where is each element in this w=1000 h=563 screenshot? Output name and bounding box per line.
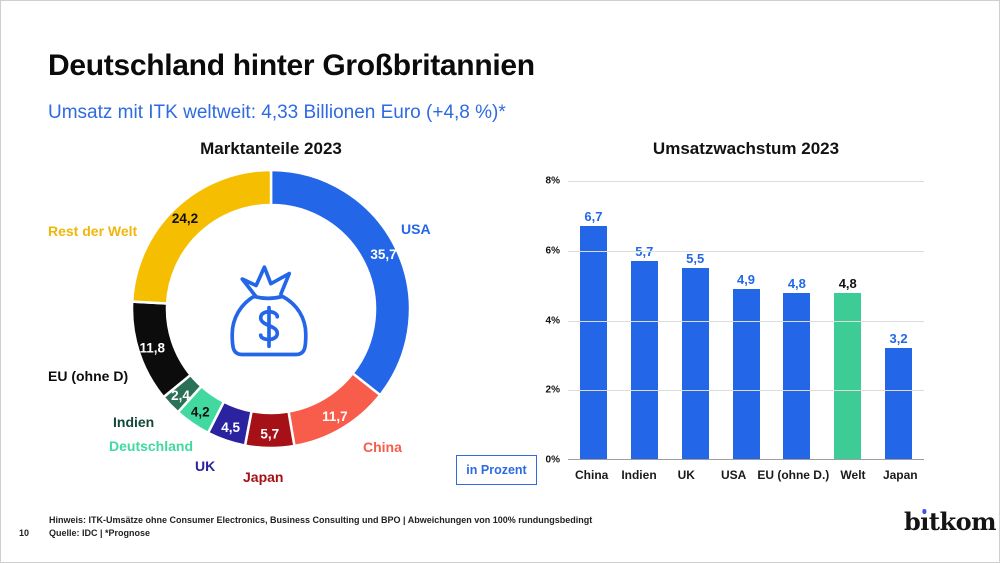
gridline xyxy=(568,320,924,322)
bar-category-label: EU (ohne D.) xyxy=(757,468,830,482)
bar-chart: 6,7 5,7 5,5 4,9 4,8 4,8 3,2 China Indien UK USA EU… xyxy=(546,176,924,482)
bar-japan xyxy=(885,348,913,460)
donut-value-label: 4,5 xyxy=(221,420,240,435)
bar-slot: 6,7 xyxy=(568,181,619,460)
donut-label-japan: Japan xyxy=(243,469,284,485)
bar-value-label: 4,8 xyxy=(787,275,806,291)
page-number: 10 xyxy=(19,528,30,538)
gridline xyxy=(568,390,924,392)
x-axis-line xyxy=(568,459,924,460)
donut-label-indien: Indien xyxy=(113,414,155,430)
unit-box: in Prozent xyxy=(456,455,537,485)
donut-label-uk: UK xyxy=(195,458,216,474)
footnote-quelle: Quelle: IDC | *Prognose xyxy=(49,528,151,538)
donut-value-label: 2,4 xyxy=(171,388,190,403)
donut-label-china: China xyxy=(363,439,402,455)
bar-chart-x-labels: China Indien UK USA EU (ohne D.) Welt Japan xyxy=(568,468,924,482)
bar-category-label: USA xyxy=(720,468,747,482)
bar-category-label: UK xyxy=(677,468,695,482)
donut-value-label: 24,2 xyxy=(172,211,198,226)
bar-welt xyxy=(834,292,862,460)
bar-category-label: China xyxy=(574,468,609,482)
bar-value-label: 4,8 xyxy=(838,275,857,291)
bar-eu-ohne-d- xyxy=(783,292,811,460)
y-tick-label: 6% xyxy=(545,245,560,257)
donut-segment-rest-der-welt xyxy=(131,169,273,305)
gridline xyxy=(568,250,924,252)
page-subtitle: Umsatz mit ITK weltweit: 4,33 Billionen … xyxy=(48,102,506,123)
bar-chart-title: Umsatzwachstum 2023 xyxy=(652,139,840,158)
page-title: Deutschland hinter Großbritannien xyxy=(48,49,535,82)
donut-label-usa: USA xyxy=(401,221,431,237)
donut-value-label: 35,7 xyxy=(370,247,396,262)
y-tick-label: 0% xyxy=(545,454,560,466)
bar-slot: 4,9 xyxy=(721,181,772,460)
bar-slot: 5,7 xyxy=(619,181,670,460)
bar-category-label: Indien xyxy=(621,468,657,482)
bar-slot: 3,2 xyxy=(873,181,924,460)
bar-value-label: 4,9 xyxy=(736,272,756,288)
bar-china xyxy=(579,226,607,460)
donut-value-label: 4,2 xyxy=(191,405,210,420)
bar-category-label: Welt xyxy=(840,468,866,482)
money-bag-icon xyxy=(230,265,308,357)
y-tick-label: 4% xyxy=(545,315,560,326)
donut-svg: 35,7 11,7 5,7 4,5 4,22,4 11,8 24,2 xyxy=(131,169,411,449)
bar-chart-bars: 6,7 5,7 5,5 4,9 4,8 4,8 3,2 xyxy=(568,181,924,460)
donut-chart-title: Marktanteile 2023 xyxy=(200,139,342,158)
y-tick-label: 8% xyxy=(545,175,560,187)
donut-value-label: 5,7 xyxy=(260,426,279,441)
logo-i-dot xyxy=(921,509,927,514)
bar-indien xyxy=(630,261,658,460)
donut-value-label: 11,7 xyxy=(322,409,348,424)
donut-chart: 35,7 11,7 5,7 4,5 4,2 2,4 11,8 24,2 xyxy=(131,169,411,449)
donut-label-deutschland: Deutschland xyxy=(109,438,194,454)
bar-slot: 5,5 xyxy=(670,181,721,460)
donut-value-label: 11,8 xyxy=(139,340,165,355)
footnote-hinweis: Hinweis: ITK-Umsätze ohne Consumer Elect… xyxy=(49,515,593,525)
bitkom-logo: bı tkom xyxy=(904,507,997,536)
donut-label-rest-der-welt: Rest der Welt xyxy=(48,223,138,239)
bar-value-label: 3,2 xyxy=(889,331,908,347)
donut-label-eu-ohne-d: EU (ohne D) xyxy=(48,368,129,384)
bar-value-label: 5,5 xyxy=(686,251,705,267)
bar-usa xyxy=(732,289,760,460)
gridline xyxy=(568,181,924,182)
bar-value-label: 6,7 xyxy=(584,209,603,225)
y-tick-label: 2% xyxy=(545,384,560,396)
bar-category-label: Japan xyxy=(882,468,918,482)
bar-uk xyxy=(681,268,709,460)
